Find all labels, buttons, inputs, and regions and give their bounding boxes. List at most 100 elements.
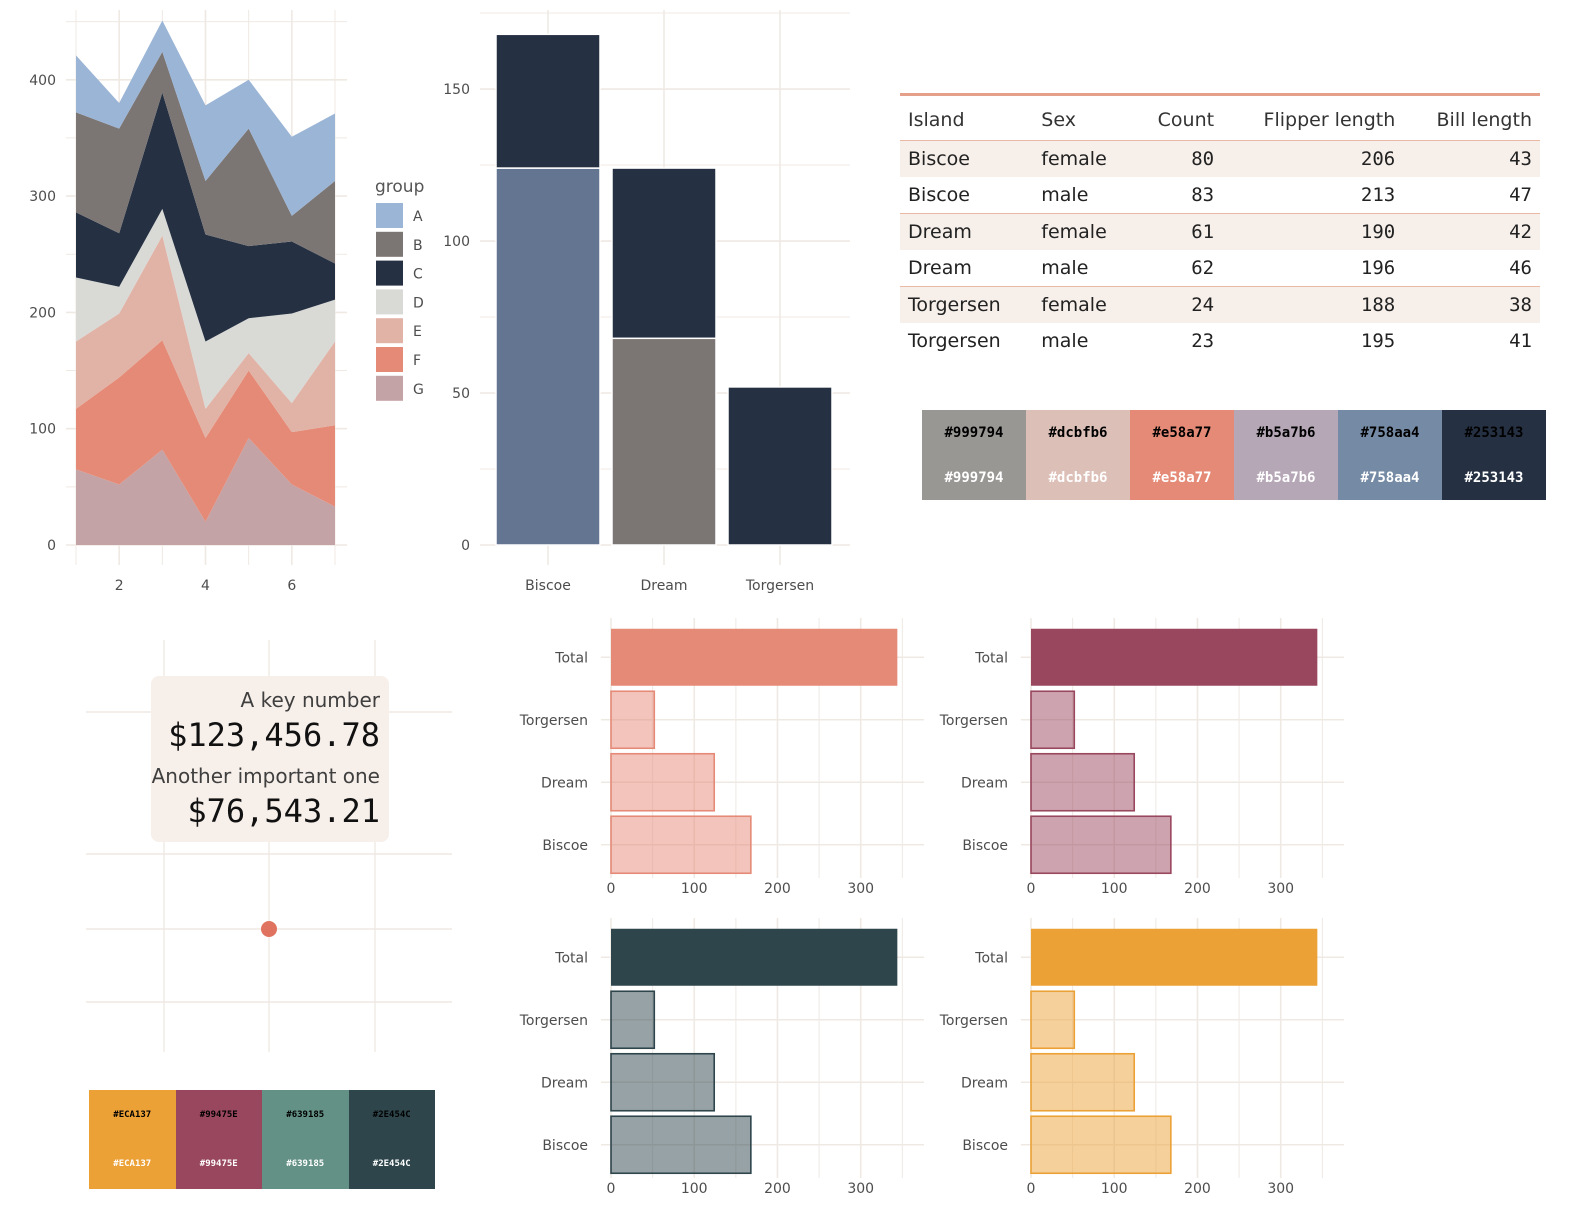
y-tick-label: Dream bbox=[541, 775, 588, 791]
table-cell: 188 bbox=[1222, 286, 1404, 323]
y-tick-label: 200 bbox=[29, 305, 56, 321]
column-header: Sex bbox=[1041, 109, 1076, 131]
table-cell: Dream bbox=[900, 250, 1034, 287]
table-cell: 206 bbox=[1222, 140, 1404, 177]
y-tick-label: Torgersen bbox=[939, 1013, 1008, 1029]
legend-swatch-A bbox=[376, 203, 403, 228]
legend-swatch-G bbox=[376, 375, 403, 401]
table-cell: 62 bbox=[1133, 250, 1223, 287]
table-cell: female bbox=[1033, 286, 1134, 323]
palette-swatch: #dcbfb6 #dcbfb6 bbox=[1026, 410, 1130, 500]
y-tick-label: 150 bbox=[443, 82, 470, 98]
x-tick-label: 100 bbox=[681, 1181, 708, 1197]
table-cell: 38 bbox=[1403, 286, 1540, 323]
swatch-hex-label: #dcbfb6 bbox=[1048, 424, 1108, 441]
swatch-hex-label: #b5a7b6 bbox=[1256, 469, 1316, 486]
bar-torgersen bbox=[1030, 690, 1076, 750]
bar-total bbox=[1031, 628, 1318, 686]
x-tick-label: Torgersen bbox=[745, 578, 814, 594]
table-cell: 24 bbox=[1133, 286, 1223, 323]
swatch-hex-label: #253143 bbox=[1464, 469, 1524, 486]
y-tick-label: Biscoe bbox=[962, 838, 1008, 854]
palette-swatch: #758aa4 #758aa4 bbox=[1338, 410, 1442, 500]
table-header-row: Island Sex Count Flipper length Bill length bbox=[900, 95, 1540, 141]
area-series-B bbox=[76, 51, 335, 264]
bar-total bbox=[611, 928, 898, 986]
palette-swatch: #639185 #639185 bbox=[262, 1090, 349, 1189]
x-tick-label: 300 bbox=[1267, 1181, 1294, 1197]
horizontal-bar-chart-amber: 0 100 200 300 Total Torgersen Dream Biscoe bbox=[939, 918, 1344, 1197]
y-tick-label: 300 bbox=[29, 189, 56, 205]
swatch-hex-label: #e58a77 bbox=[1152, 424, 1212, 441]
bar-biscoe-segment bbox=[495, 33, 601, 169]
bar-biscoe bbox=[610, 1115, 752, 1175]
palette-swatch: #99475E #99475E bbox=[175, 1090, 262, 1189]
legend-label-A: A bbox=[413, 209, 423, 225]
table-cell: 196 bbox=[1222, 250, 1404, 287]
table-cell: Dream bbox=[900, 213, 1034, 250]
x-tick-label: 300 bbox=[847, 1181, 874, 1197]
bar-total bbox=[1031, 928, 1318, 986]
secondary-number-value: $76,543.21 bbox=[187, 792, 380, 830]
table-cell: 83 bbox=[1133, 177, 1223, 214]
swatch-hex-label: #999794 bbox=[944, 469, 1004, 486]
table-cell: 46 bbox=[1403, 250, 1540, 287]
bar-biscoe bbox=[610, 815, 752, 875]
key-number-value: $123,456.78 bbox=[168, 716, 380, 754]
swatch-hex-label: #758aa4 bbox=[1360, 469, 1420, 486]
y-tick-label: Biscoe bbox=[962, 1138, 1008, 1154]
bar-total bbox=[611, 628, 898, 686]
palette-swatch: #ECA137 #ECA137 bbox=[89, 1090, 176, 1189]
bar-torgersen bbox=[1030, 990, 1076, 1050]
y-tick-label: Total bbox=[554, 950, 588, 966]
color-palette-accent: #ECA137 #ECA137 #99475E #99475E #639185 #6391… bbox=[89, 1090, 435, 1189]
x-tick-label: 0 bbox=[1027, 1181, 1036, 1197]
table-cell: 41 bbox=[1403, 323, 1540, 359]
palette-swatch: #e58a77 #e58a77 bbox=[1130, 410, 1234, 500]
swatch-hex-label: #dcbfb6 bbox=[1048, 469, 1108, 486]
bar-torgersen bbox=[610, 690, 656, 750]
swatch-hex-label: #99475E bbox=[199, 1109, 238, 1120]
table-row: Torgersen female 24 188 38 bbox=[900, 286, 1540, 323]
area-series-C bbox=[76, 92, 335, 342]
bar-dream-segment bbox=[611, 167, 717, 340]
legend-title: group bbox=[375, 177, 424, 197]
y-tick-label: Total bbox=[554, 650, 588, 666]
palette-swatch: #253143 #253143 bbox=[1442, 410, 1546, 500]
y-tick-label: Torgersen bbox=[519, 713, 588, 729]
table-row: Biscoe female 80 206 43 bbox=[900, 140, 1540, 177]
legend-label-D: D bbox=[413, 295, 424, 311]
bar-torgersen bbox=[610, 990, 656, 1050]
bar-dream bbox=[610, 752, 716, 812]
swatch-hex-label: #999794 bbox=[944, 424, 1004, 441]
secondary-number-label: Another important one bbox=[151, 764, 380, 788]
table-row: Dream male 62 196 46 bbox=[900, 250, 1540, 287]
x-tick-label: 300 bbox=[1267, 881, 1294, 897]
column-header: Count bbox=[1157, 109, 1215, 131]
x-tick-label: 100 bbox=[681, 881, 708, 897]
table-cell: female bbox=[1033, 140, 1134, 177]
y-tick-label: 400 bbox=[29, 73, 56, 89]
x-tick-label: 100 bbox=[1101, 881, 1128, 897]
y-tick-label: Torgersen bbox=[939, 713, 1008, 729]
x-tick-label: Biscoe bbox=[525, 578, 571, 594]
table-cell: 47 bbox=[1403, 177, 1540, 214]
legend-swatch-C bbox=[376, 260, 403, 286]
table-cell: 213 bbox=[1222, 177, 1404, 214]
swatch-hex-label: #2E454C bbox=[372, 1159, 411, 1170]
x-tick-label: 100 bbox=[1101, 1181, 1128, 1197]
x-tick-label: 200 bbox=[1184, 1181, 1211, 1197]
x-tick-label: 0 bbox=[607, 1181, 616, 1197]
x-tick-label: 200 bbox=[764, 881, 791, 897]
area-series-D bbox=[76, 208, 335, 409]
table-row: Biscoe male 83 213 47 bbox=[900, 177, 1540, 214]
column-header: Bill length bbox=[1436, 109, 1532, 131]
y-tick-label: Torgersen bbox=[519, 1013, 588, 1029]
legend-swatch-E bbox=[376, 318, 403, 344]
swatch-hex-label: #253143 bbox=[1464, 424, 1524, 441]
table-cell: male bbox=[1033, 177, 1134, 214]
color-palette-main: #999794 #999794 #dcbfb6 #dcbfb6 #e58a77 #e58a… bbox=[922, 410, 1546, 500]
y-tick-label: Dream bbox=[541, 1075, 588, 1091]
legend-label-G: G bbox=[413, 382, 424, 398]
